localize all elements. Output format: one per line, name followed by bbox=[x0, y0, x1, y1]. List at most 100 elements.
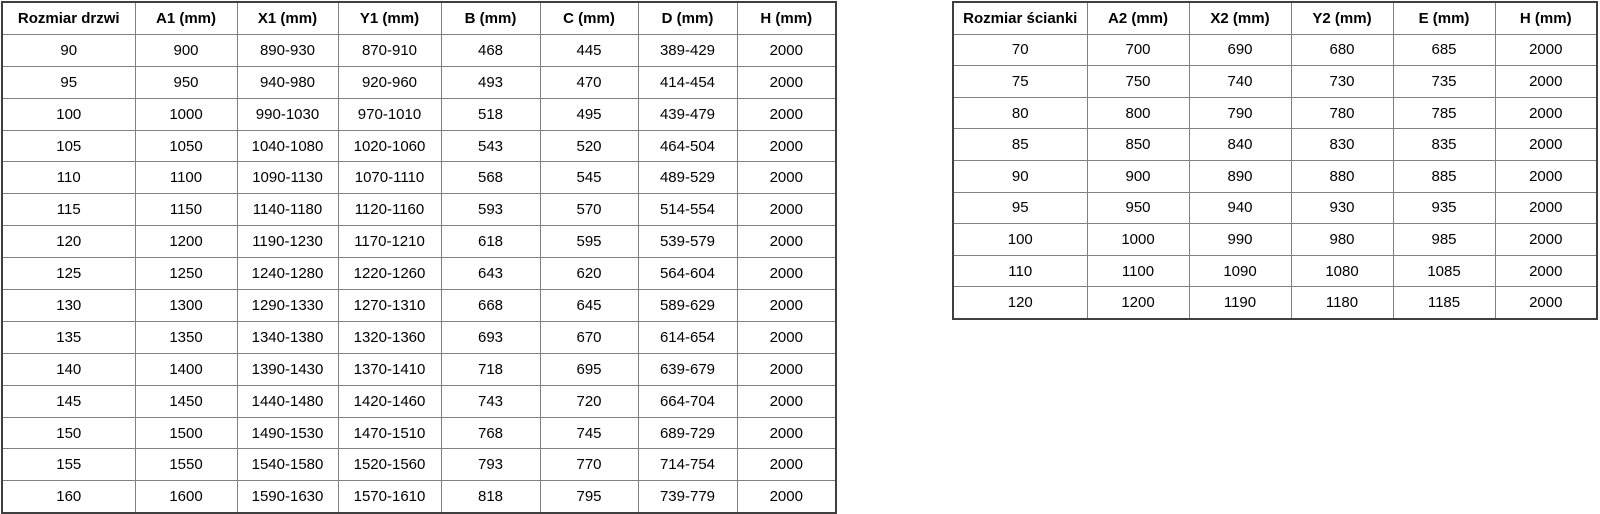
table-cell: 1300 bbox=[134, 289, 238, 322]
table-cell: 1490-1530 bbox=[236, 416, 339, 450]
table-cell: 990-1030 bbox=[236, 97, 339, 131]
table-cell: 718 bbox=[440, 352, 541, 386]
table-cell: 1000 bbox=[1086, 223, 1190, 256]
table-cell: 2000 bbox=[1494, 65, 1598, 98]
table-row: 135 1350 1340-1380 1320-1360 693 670 614-654 20… bbox=[1, 320, 837, 354]
table-cell: 2000 bbox=[736, 320, 837, 354]
table-row: 90 900 890 880 885 2000 bbox=[952, 159, 1598, 193]
table-row: 130 1300 1290-1330 1270-1310 668 645 589-629 20… bbox=[1, 289, 837, 322]
table-cell: 514-554 bbox=[637, 193, 738, 227]
door-size-table: Rozmiar drzwi A1 (mm) X1 (mm) Y1 (mm) B (mm)… bbox=[1, 1, 837, 514]
table-cell: 495 bbox=[539, 97, 639, 131]
table-cell: 890-930 bbox=[236, 33, 339, 67]
table-cell: 2000 bbox=[1494, 128, 1598, 161]
table-cell: 110 bbox=[952, 254, 1088, 288]
table-cell: 780 bbox=[1290, 96, 1394, 130]
table-cell: 2000 bbox=[1494, 191, 1598, 225]
table-cell: 1250 bbox=[134, 257, 238, 291]
table-cell: 2000 bbox=[736, 384, 837, 418]
table-cell: 125 bbox=[1, 257, 136, 291]
table-cell: 520 bbox=[539, 129, 639, 163]
table-cell: 935 bbox=[1392, 191, 1496, 225]
column-header: X2 (mm) bbox=[1188, 1, 1292, 35]
table-cell: 2000 bbox=[736, 225, 837, 259]
table-cell: 1100 bbox=[134, 161, 238, 195]
table-cell: 2000 bbox=[736, 193, 837, 227]
table-cell: 714-754 bbox=[637, 448, 738, 482]
table-cell: 1180 bbox=[1290, 286, 1394, 320]
table-cell: 545 bbox=[539, 161, 639, 195]
column-header: H (mm) bbox=[736, 1, 837, 35]
table-cell: 100 bbox=[952, 223, 1088, 256]
table-cell: 464-504 bbox=[637, 129, 738, 163]
table-cell: 570 bbox=[539, 193, 639, 227]
wall-table-header-row: Rozmiar ścianki A2 (mm) X2 (mm) Y2 (mm) E (m… bbox=[952, 1, 1598, 35]
table-cell: 970-1010 bbox=[337, 97, 442, 131]
table-cell: 890 bbox=[1188, 159, 1292, 193]
table-cell: 539-579 bbox=[637, 225, 738, 259]
table-row: 120 1200 1190-1230 1170-1210 618 595 539-579 20… bbox=[1, 225, 837, 259]
table-cell: 1520-1560 bbox=[337, 448, 442, 482]
table-cell: 70 bbox=[952, 33, 1088, 67]
table-cell: 445 bbox=[539, 33, 639, 67]
table-cell: 795 bbox=[539, 480, 639, 514]
table-cell: 1470-1510 bbox=[337, 416, 442, 450]
table-cell: 1320-1360 bbox=[337, 320, 442, 354]
table-cell: 790 bbox=[1188, 96, 1292, 130]
column-header: Y2 (mm) bbox=[1290, 1, 1394, 35]
table-cell: 850 bbox=[1086, 128, 1190, 161]
table-cell: 1000 bbox=[134, 97, 238, 131]
table-cell: 2000 bbox=[1494, 254, 1598, 288]
table-cell: 920-960 bbox=[337, 65, 442, 99]
table-cell: 930 bbox=[1290, 191, 1394, 225]
table-cell: 768 bbox=[440, 416, 541, 450]
table-cell: 155 bbox=[1, 448, 136, 482]
table-cell: 680 bbox=[1290, 33, 1394, 67]
table-row: 80 800 790 780 785 2000 bbox=[952, 96, 1598, 130]
table-cell: 75 bbox=[952, 65, 1088, 98]
table-cell: 2000 bbox=[736, 448, 837, 482]
table-cell: 389-429 bbox=[637, 33, 738, 67]
table-cell: 1450 bbox=[134, 384, 238, 418]
table-cell: 770 bbox=[539, 448, 639, 482]
table-row: 125 1250 1240-1280 1220-1260 643 620 564-604 20… bbox=[1, 257, 837, 291]
table-cell: 1550 bbox=[134, 448, 238, 482]
table-row: 90 900 890-930 870-910 468 445 389-429 2000 bbox=[1, 33, 837, 67]
table-cell: 1185 bbox=[1392, 286, 1496, 320]
table-cell: 470 bbox=[539, 65, 639, 99]
table-cell: 1200 bbox=[1086, 286, 1190, 320]
column-header: E (mm) bbox=[1392, 1, 1496, 35]
column-header: Y1 (mm) bbox=[337, 1, 442, 35]
table-cell: 2000 bbox=[736, 97, 837, 131]
table-cell: 2000 bbox=[736, 480, 837, 514]
table-cell: 2000 bbox=[736, 416, 837, 450]
table-cell: 1590-1630 bbox=[236, 480, 339, 514]
table-cell: 593 bbox=[440, 193, 541, 227]
table-cell: 2000 bbox=[736, 161, 837, 195]
table-row: 85 850 840 830 835 2000 bbox=[952, 128, 1598, 161]
table-cell: 940 bbox=[1188, 191, 1292, 225]
door-table-header-row: Rozmiar drzwi A1 (mm) X1 (mm) Y1 (mm) B (mm)… bbox=[1, 1, 837, 35]
table-cell: 1270-1310 bbox=[337, 289, 442, 322]
table-cell: 739-779 bbox=[637, 480, 738, 514]
table-cell: 1400 bbox=[134, 352, 238, 386]
table-cell: 120 bbox=[1, 225, 136, 259]
table-cell: 735 bbox=[1392, 65, 1496, 98]
table-row: 145 1450 1440-1480 1420-1460 743 720 664-704 20… bbox=[1, 384, 837, 418]
wall-size-table: Rozmiar ścianki A2 (mm) X2 (mm) Y2 (mm) E (m… bbox=[952, 1, 1598, 320]
table-row: 100 1000 990-1030 970-1010 518 495 439-479 2000 bbox=[1, 97, 837, 131]
table-cell: 589-629 bbox=[637, 289, 738, 322]
table-cell: 1600 bbox=[134, 480, 238, 514]
table-cell: 95 bbox=[1, 65, 136, 99]
table-cell: 2000 bbox=[1494, 223, 1598, 256]
column-header: A2 (mm) bbox=[1086, 1, 1190, 35]
column-header: B (mm) bbox=[440, 1, 541, 35]
table-row: 75 750 740 730 735 2000 bbox=[952, 65, 1598, 98]
table-cell: 140 bbox=[1, 352, 136, 386]
table-cell: 685 bbox=[1392, 33, 1496, 67]
table-cell: 740 bbox=[1188, 65, 1292, 98]
table-cell: 1200 bbox=[134, 225, 238, 259]
table-cell: 1440-1480 bbox=[236, 384, 339, 418]
table-cell: 990 bbox=[1188, 223, 1292, 256]
